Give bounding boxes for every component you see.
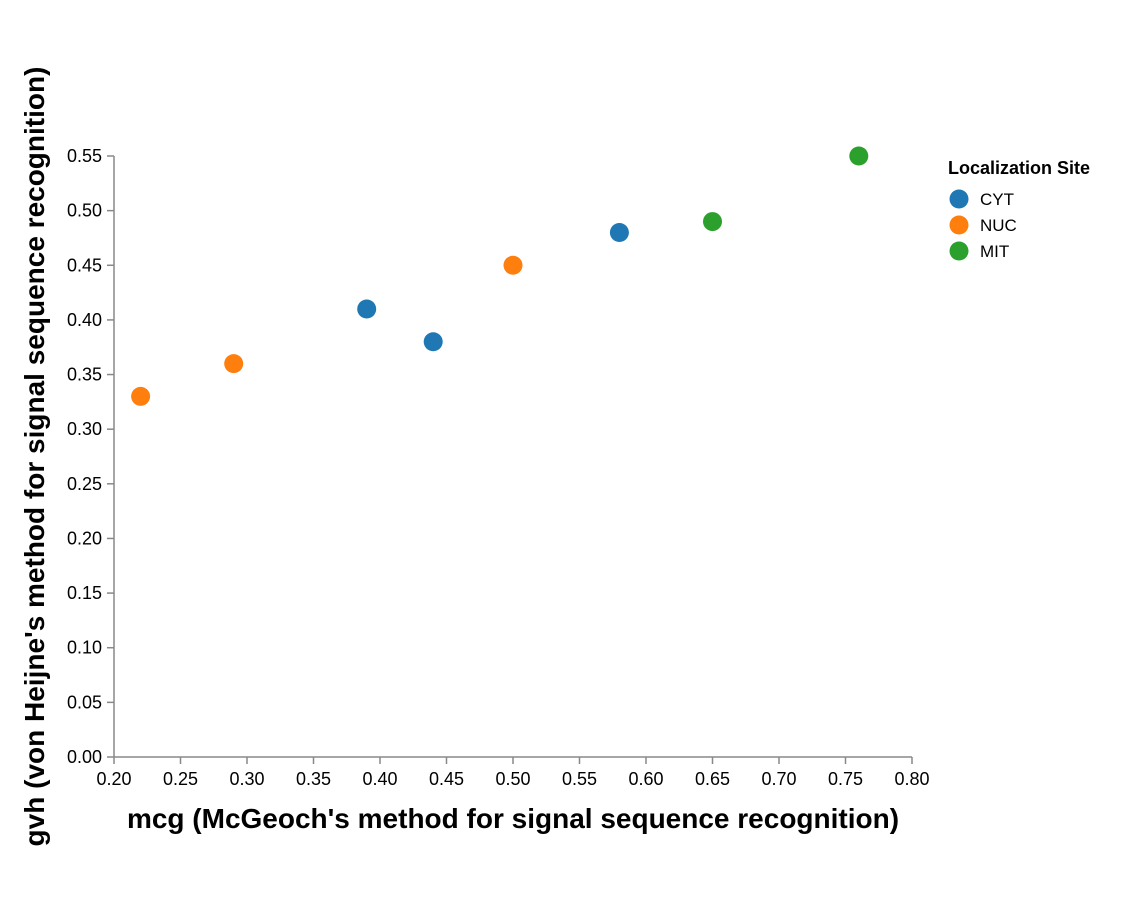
y-tick-label: 0.35	[67, 365, 102, 385]
data-point-nuc	[503, 255, 523, 275]
y-tick-label: 0.15	[67, 583, 102, 603]
x-axis-ticks: 0.20 0.25 0.30 0.35 0.40 0.45 0.50 0.55 0.60 0.65…	[96, 757, 930, 789]
data-point-mit	[703, 212, 722, 232]
y-tick-label: 0.20	[67, 528, 102, 548]
x-tick-label: 0.60	[628, 769, 663, 789]
x-tick-label: 0.30	[229, 769, 264, 789]
legend-label-cyt: CYT	[980, 190, 1014, 209]
y-tick-label: 0.10	[67, 638, 102, 658]
x-tick-label: 0.75	[828, 769, 863, 789]
x-tick-label: 0.40	[362, 769, 397, 789]
data-point-cyt	[357, 299, 377, 319]
plot-area	[131, 146, 869, 406]
data-point-nuc	[131, 386, 151, 406]
y-tick-label: 0.40	[67, 310, 102, 330]
y-axis-title: gvh (von Heijne's method for signal sequ…	[19, 67, 50, 847]
y-tick-label: 0.00	[67, 747, 102, 767]
y-tick-label: 0.05	[67, 692, 102, 712]
legend-swatch-cyt	[949, 189, 969, 209]
x-tick-label: 0.50	[495, 769, 530, 789]
x-tick-label: 0.80	[894, 769, 929, 789]
legend-swatch-nuc	[949, 215, 969, 235]
legend: Localization Site CYT NUC MIT	[948, 158, 1090, 261]
data-point-nuc	[224, 354, 244, 374]
legend-label-mit: MIT	[980, 242, 1009, 261]
data-point-cyt	[609, 222, 629, 242]
y-tick-label: 0.55	[67, 146, 102, 166]
y-tick-label: 0.50	[67, 201, 102, 221]
x-tick-label: 0.25	[163, 769, 198, 789]
legend-swatch-mit	[949, 241, 969, 261]
y-tick-label: 0.45	[67, 255, 102, 275]
data-point-cyt	[423, 332, 443, 352]
data-point-mit	[849, 146, 869, 166]
y-axis-ticks: 0.00 0.05 0.10 0.15 0.20 0.25 0.30 0.35 0.40 0.45…	[67, 146, 114, 767]
x-axis-title: mcg (McGeoch's method for signal sequenc…	[127, 803, 899, 834]
x-tick-label: 0.35	[296, 769, 331, 789]
x-tick-label: 0.70	[761, 769, 796, 789]
y-tick-label: 0.25	[67, 474, 102, 494]
x-tick-label: 0.45	[429, 769, 464, 789]
x-tick-label: 0.65	[695, 769, 730, 789]
x-tick-label: 0.55	[562, 769, 597, 789]
y-tick-label: 0.30	[67, 419, 102, 439]
legend-label-nuc: NUC	[980, 216, 1017, 235]
x-tick-label: 0.20	[96, 769, 131, 789]
legend-title: Localization Site	[948, 158, 1090, 178]
